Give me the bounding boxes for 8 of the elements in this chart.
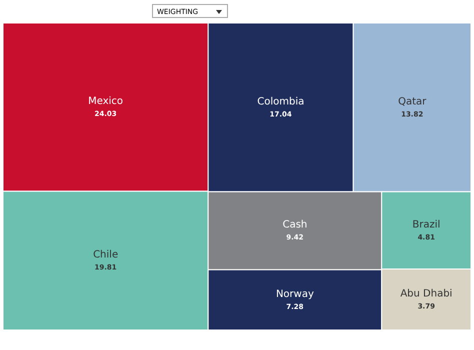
category-label: Abu Dhabi — [400, 288, 452, 300]
category-label: Chile — [93, 250, 118, 261]
category-label: Colombia — [257, 96, 304, 108]
category-label: Mexico — [88, 96, 124, 108]
category-label: Cash — [282, 220, 308, 231]
category-label: Brazil — [412, 219, 440, 230]
category-label: Norway — [276, 288, 314, 300]
category-label: Qatar — [398, 96, 428, 108]
